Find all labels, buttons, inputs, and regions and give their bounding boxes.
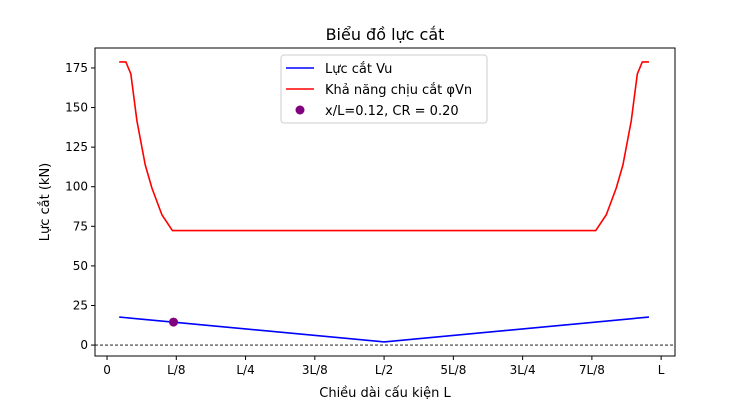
x-tick-label: 5L/8 bbox=[440, 363, 466, 377]
critical-point-marker bbox=[169, 317, 179, 327]
x-tick-label: 3L/4 bbox=[510, 363, 536, 377]
y-tick-label: 150 bbox=[65, 101, 88, 115]
x-tick-label: 0 bbox=[103, 363, 111, 377]
series-line-phivn bbox=[119, 61, 649, 232]
x-tick-label: L bbox=[658, 363, 665, 377]
y-tick-label: 125 bbox=[65, 140, 88, 154]
y-tick-label: 75 bbox=[73, 219, 88, 233]
legend-swatch-point bbox=[295, 105, 305, 115]
y-tick-label: 50 bbox=[73, 259, 88, 273]
y-tick-label: 0 bbox=[80, 338, 88, 352]
legend-box bbox=[280, 54, 488, 124]
plot-frame bbox=[94, 47, 676, 357]
x-tick-label: 3L/8 bbox=[302, 363, 328, 377]
x-tick-label: L/8 bbox=[167, 363, 185, 377]
legend: Lực cắt Vu Khả năng chịu cắt φVn x/L=0.12,… bbox=[280, 54, 488, 124]
y-axis-label: Lực cắt (kN) bbox=[38, 163, 53, 242]
x-tick-label: L/4 bbox=[236, 363, 254, 377]
x-tick-label: L/2 bbox=[375, 363, 393, 377]
y-tick-label: 100 bbox=[65, 180, 88, 194]
y-tick-label: 175 bbox=[65, 61, 88, 75]
series-line-vu bbox=[119, 316, 650, 343]
x-axis-label: Chiều dài cấu kiện L bbox=[319, 386, 451, 400]
chart-title: Biểu đồ lực cắt bbox=[326, 25, 445, 44]
y-tick-label: 25 bbox=[73, 298, 88, 312]
legend-label: Lực cắt Vu bbox=[325, 62, 392, 77]
x-tick-label: 7L/8 bbox=[579, 363, 605, 377]
legend-label: x/L=0.12, CR = 0.20 bbox=[325, 104, 459, 119]
legend-label: Khả năng chịu cắt φVn bbox=[325, 83, 472, 98]
